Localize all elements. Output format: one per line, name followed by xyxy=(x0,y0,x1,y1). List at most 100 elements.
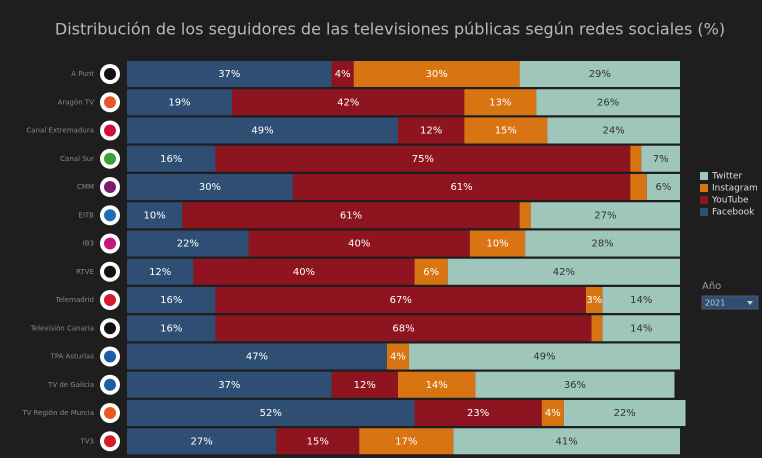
channel-logo-inner xyxy=(104,350,116,363)
value-label: 28% xyxy=(591,239,613,250)
bar-segment xyxy=(563,400,686,426)
legend-swatch xyxy=(700,208,708,216)
category-label: IB3 xyxy=(83,240,94,248)
bar-segment xyxy=(602,315,680,342)
bar-segment xyxy=(525,230,680,257)
value-label: 24% xyxy=(603,126,625,137)
channel-logo-inner xyxy=(104,435,116,448)
category-label: RTVE xyxy=(76,268,94,276)
bar-segment xyxy=(602,287,680,313)
bar-segment xyxy=(409,343,680,370)
value-label: 7% xyxy=(653,154,669,165)
value-label: 41% xyxy=(556,436,578,447)
value-label: 13% xyxy=(489,97,511,108)
category-label: Canal Sur xyxy=(60,155,94,163)
filter-dropdown[interactable]: 2021 xyxy=(701,295,759,310)
bar-segment xyxy=(414,400,542,426)
legend-swatch xyxy=(700,172,708,180)
bar-segment xyxy=(475,371,675,398)
value-label: 3% xyxy=(586,295,602,306)
bar-segment xyxy=(193,258,415,285)
bar-segment xyxy=(331,371,398,398)
legend-swatch xyxy=(700,196,708,204)
value-label: 16% xyxy=(160,295,182,306)
value-label: 40% xyxy=(293,267,315,278)
value-label: 61% xyxy=(450,182,472,193)
legend-label: Twitter xyxy=(711,172,742,182)
bar-segment xyxy=(127,287,216,313)
category-label: TV de Galicia xyxy=(47,381,94,389)
bar-segment xyxy=(530,202,680,229)
bar-segment xyxy=(519,202,531,229)
value-label: 10% xyxy=(486,239,508,250)
bar-segment xyxy=(646,174,680,200)
bar-segment xyxy=(464,117,548,144)
bar-segment xyxy=(232,89,465,116)
value-label: 26% xyxy=(597,97,619,108)
bar-segment xyxy=(591,315,603,342)
bar-segment xyxy=(386,343,410,370)
bar-segment xyxy=(464,89,537,116)
value-label: 4% xyxy=(335,69,351,80)
legend-swatch xyxy=(700,184,708,192)
bar-segment xyxy=(630,174,647,200)
bar-segment xyxy=(536,89,680,116)
value-label: 67% xyxy=(390,295,412,306)
bar-segment xyxy=(541,400,564,426)
bar-segment xyxy=(182,202,520,229)
value-label: 52% xyxy=(260,408,282,419)
value-label: 75% xyxy=(412,154,434,165)
dropdown-arrow[interactable] xyxy=(747,301,753,305)
bar-segment xyxy=(547,117,680,144)
bar-segment xyxy=(215,315,592,342)
value-label: 14% xyxy=(426,380,448,391)
value-label: 29% xyxy=(589,69,611,80)
bar-segment xyxy=(447,258,680,285)
bar-segment xyxy=(127,145,216,172)
value-label: 22% xyxy=(614,408,636,419)
value-label: 42% xyxy=(337,97,359,108)
value-label: 12% xyxy=(420,126,442,137)
bar-segment xyxy=(397,371,476,398)
dropdown-box[interactable] xyxy=(701,295,759,310)
value-label: 6% xyxy=(423,267,439,278)
bar-segment xyxy=(353,61,520,87)
bar-segment xyxy=(127,371,332,398)
value-label: 49% xyxy=(533,352,555,363)
dropdown-value[interactable]: 2021 xyxy=(705,299,725,308)
value-label: 15% xyxy=(495,126,517,137)
bar-segment xyxy=(641,145,680,172)
value-label: 30% xyxy=(426,69,448,80)
bar-segment xyxy=(127,174,293,200)
channel-logo-inner xyxy=(104,407,116,419)
value-label: 68% xyxy=(392,323,414,334)
value-label: 19% xyxy=(168,97,190,108)
channel-logo-inner xyxy=(104,265,116,278)
bar-segment xyxy=(248,230,470,257)
bar-segment xyxy=(127,202,183,229)
category-label: Televisión Canaria xyxy=(30,324,94,332)
category-label: TV3 xyxy=(79,437,94,445)
channel-logo-inner xyxy=(104,322,116,335)
channel-logo-inner xyxy=(104,294,116,306)
value-label: 12% xyxy=(149,267,171,278)
value-label: 36% xyxy=(564,380,586,391)
value-label: 14% xyxy=(630,323,652,334)
value-label: 23% xyxy=(467,408,489,419)
value-label: 27% xyxy=(191,436,213,447)
channel-logo-inner xyxy=(104,152,116,165)
legend-label: Facebook xyxy=(712,208,755,218)
value-label: 49% xyxy=(251,126,273,137)
bar-segment xyxy=(630,145,642,172)
value-label: 4% xyxy=(390,352,406,363)
value-label: 16% xyxy=(160,323,182,334)
bar-segment xyxy=(215,145,631,172)
category-label: Telemadrid xyxy=(55,296,94,304)
value-label: 30% xyxy=(199,182,221,193)
value-label: 42% xyxy=(553,267,575,278)
category-label: TV Región de Murcia xyxy=(21,409,94,417)
bar-segment xyxy=(127,258,194,285)
value-label: 14% xyxy=(630,295,652,306)
bar-segment xyxy=(127,230,249,257)
legend-label: YouTube xyxy=(711,196,749,206)
